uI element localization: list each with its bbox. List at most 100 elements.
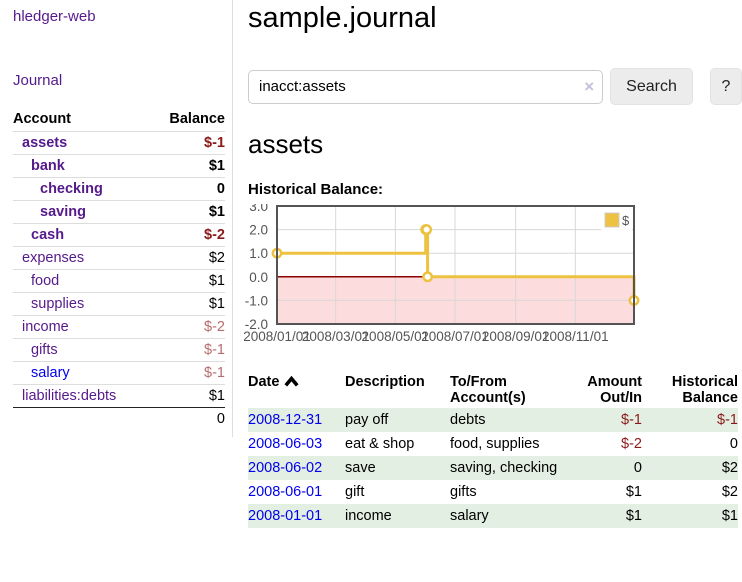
account-link[interactable]: expenses	[22, 250, 85, 266]
account-heading: assets	[248, 129, 324, 159]
search-box: ×	[248, 69, 604, 104]
page-title: sample.journal	[248, 2, 437, 34]
balance-chart: 3.0 2.0 1.0 0.0 -1.0 -2.02008/01/012008/03/01…	[243, 199, 640, 344]
account-link[interactable]: cash	[31, 227, 65, 243]
accounts-total-balance: 0	[150, 407, 225, 430]
transaction-accounts: saving, checking	[450, 460, 558, 476]
transaction-amount: 0	[633, 460, 642, 476]
transaction-balance: $-1	[717, 412, 738, 428]
account-row: assets $-1	[13, 131, 225, 155]
transaction-description: eat & shop	[345, 436, 415, 452]
y-axis-tick-label: 1.0	[249, 246, 268, 261]
legend-swatch	[604, 212, 620, 228]
register-header-tofrom-accounts: To/From Account(s)	[450, 372, 558, 408]
account-link[interactable]: income	[22, 319, 69, 335]
register-header-row: Date Description To/From Account(s) Amount Ou…	[248, 372, 738, 408]
account-link[interactable]: assets	[22, 135, 68, 151]
main-content: sample.journal × Search ? assets Histori…	[243, 0, 742, 528]
account-balance: $-1	[150, 131, 225, 155]
transaction-balance: $2	[721, 460, 738, 476]
transaction-amount: $1	[625, 508, 642, 524]
transaction-accounts: food, supplies	[450, 436, 540, 452]
transaction-row: 2008-12-31 pay off debts $-1 $-1	[248, 408, 738, 432]
transaction-balance: $1	[721, 508, 738, 524]
transaction-balance: $2	[721, 484, 738, 500]
sort-ascending-icon	[284, 375, 300, 387]
account-row: supplies $1	[13, 292, 225, 316]
transaction-date-link[interactable]: 2008-06-01	[248, 484, 323, 500]
account-row: saving $1	[13, 200, 225, 224]
y-axis-tick-label: 3.0	[249, 204, 268, 214]
transaction-description: save	[345, 460, 376, 476]
header-label: Date	[248, 374, 345, 390]
account-link[interactable]: salary	[31, 365, 70, 381]
accounts-header-balance: Balance	[169, 111, 225, 127]
account-balance: $1	[150, 269, 225, 293]
accounts-table-body: assets $-1 bank $1 checking 0 saving $1 cash $-2 e…	[13, 131, 225, 408]
header-label: Historical	[671, 374, 738, 390]
account-row: food $1	[13, 269, 225, 293]
transaction-balance: 0	[729, 436, 738, 452]
account-row: liabilities:debts $1	[13, 384, 225, 408]
account-balance: $1	[150, 200, 225, 224]
transaction-row: 2008-01-01 income salary $1 $1	[248, 504, 738, 528]
account-link[interactable]: bank	[31, 158, 65, 174]
search-input[interactable]	[248, 69, 604, 104]
legend-label: $	[622, 213, 630, 228]
accounts-total-row: 0	[13, 407, 225, 430]
header-label: Account(s)	[450, 390, 526, 406]
account-balance: $1	[150, 292, 225, 316]
transaction-date-link[interactable]: 2008-06-02	[248, 460, 323, 476]
sidebar-item-journal[interactable]: Journal	[13, 72, 63, 89]
transaction-accounts: debts	[450, 412, 486, 428]
data-point-marker	[422, 271, 434, 283]
account-link[interactable]: food	[31, 273, 60, 289]
x-axis-tick-label: 2008/09/01	[482, 329, 550, 344]
y-axis-tick-label: 2.0	[249, 223, 268, 238]
register-table: Date Description To/From Account(s) Amount Ou…	[248, 372, 738, 528]
account-balance: $2	[150, 246, 225, 270]
transaction-amount: $-2	[621, 436, 642, 452]
account-balance: $-1	[150, 338, 225, 362]
transaction-accounts: gifts	[450, 484, 477, 500]
account-link[interactable]: liabilities:debts	[22, 388, 117, 404]
chart-title: Historical Balance:	[248, 181, 384, 198]
account-link[interactable]: gifts	[31, 342, 58, 358]
y-axis-tick-label: 0.0	[249, 270, 268, 285]
register-header-description: Description	[345, 372, 450, 408]
plot-border	[276, 205, 635, 325]
app-title-link[interactable]: hledger-web	[13, 8, 96, 25]
account-row: salary $-1	[13, 361, 225, 385]
x-axis-tick-label: 2008/11/01	[542, 329, 609, 344]
sidebar: hledger-web Journal Account Balance asse…	[0, 0, 233, 437]
account-link[interactable]: supplies	[31, 296, 85, 312]
x-axis-tick-label: 2008/01/01	[243, 329, 311, 344]
transaction-date-link[interactable]: 2008-01-01	[248, 508, 323, 524]
account-link[interactable]: checking	[40, 181, 103, 197]
transaction-amount: $-1	[621, 412, 642, 428]
data-point-marker	[421, 224, 433, 236]
y-axis-tick-label: -1.0	[245, 293, 268, 308]
x-axis-tick-label: 2008/03/01	[302, 329, 370, 344]
register-header-date[interactable]: Date	[248, 372, 345, 408]
account-balance: $-1	[150, 361, 225, 385]
transaction-row: 2008-06-02 save saving, checking 0 $2	[248, 456, 738, 480]
account-row: cash $-2	[13, 223, 225, 247]
transaction-date-link[interactable]: 2008-12-31	[248, 412, 323, 428]
transaction-date-link[interactable]: 2008-06-03	[248, 436, 323, 452]
register-header-historical-balance: Historical Balance	[642, 372, 738, 408]
account-row: income $-2	[13, 315, 225, 339]
help-button[interactable]: ?	[709, 68, 742, 105]
header-label: Balance	[682, 390, 738, 406]
search-button[interactable]: Search	[610, 68, 693, 105]
transaction-description: gift	[345, 484, 365, 500]
y-axis-tick-label: -2.0	[245, 317, 268, 332]
account-link[interactable]: saving	[40, 204, 86, 220]
transaction-row: 2008-06-01 gift gifts $1 $2	[248, 480, 738, 504]
accounts-header-account: Account	[13, 111, 71, 127]
register-table-body: 2008-12-31 pay off debts $-1 $-1 2008-06-03 ea…	[248, 408, 738, 528]
chart-container: 3.0 2.0 1.0 0.0 -1.0 -2.0 2008/01/01 2008/03/01…	[240, 199, 742, 354]
clear-search-icon[interactable]: ×	[584, 76, 595, 96]
account-row: expenses $2	[13, 246, 225, 270]
x-axis-tick-label: 2008/05/01	[362, 329, 430, 344]
